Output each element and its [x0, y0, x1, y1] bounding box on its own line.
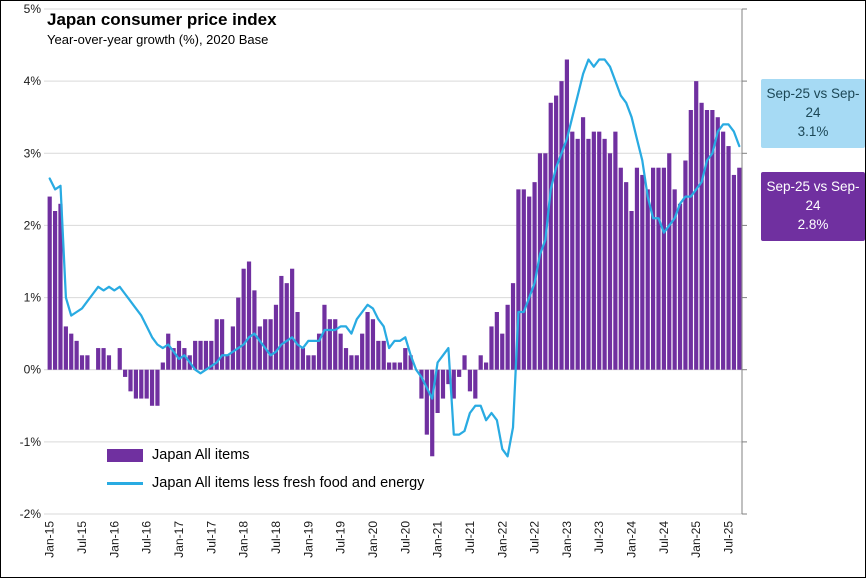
legend: Japan All items Japan All items less fre…: [107, 447, 424, 491]
svg-text:Jul-24: Jul-24: [657, 521, 671, 554]
annotation-all-items-value: 2.8%: [797, 216, 829, 232]
svg-text:Jul-22: Jul-22: [528, 521, 542, 554]
legend-label-all-items: Japan All items: [152, 447, 250, 463]
annotation-all-items-label: Sep-25 vs Sep-24: [766, 179, 860, 213]
svg-text:1%: 1%: [24, 291, 42, 305]
legend-item-core: Japan All items less fresh food and ener…: [107, 475, 424, 491]
chart-header: Japan consumer price index Year-over-yea…: [47, 10, 277, 47]
annotation-core-value: 3.1%: [797, 123, 829, 139]
svg-text:3%: 3%: [24, 146, 42, 160]
svg-text:Jul-17: Jul-17: [204, 521, 218, 554]
svg-text:Jan-21: Jan-21: [431, 521, 445, 558]
annotation-core-latest: Sep-25 vs Sep-24 3.1%: [761, 79, 865, 148]
svg-text:Jan-24: Jan-24: [625, 521, 639, 558]
bar-series-swatch: [107, 448, 143, 462]
svg-text:Jul-25: Jul-25: [722, 521, 736, 554]
annotation-core-label: Sep-25 vs Sep-24: [766, 86, 860, 120]
svg-text:Jan-22: Jan-22: [495, 521, 509, 558]
svg-text:Jul-18: Jul-18: [269, 521, 283, 554]
svg-text:Jan-19: Jan-19: [301, 521, 315, 558]
svg-text:Jul-16: Jul-16: [140, 521, 154, 554]
svg-text:Jul-21: Jul-21: [463, 521, 477, 554]
svg-text:Jan-17: Jan-17: [172, 521, 186, 558]
line-series-swatch: [107, 481, 143, 485]
svg-text:5%: 5%: [24, 2, 42, 16]
svg-text:Jan-15: Jan-15: [43, 521, 57, 558]
svg-text:Jan-25: Jan-25: [689, 521, 703, 558]
annotation-all-items-latest: Sep-25 vs Sep-24 2.8%: [761, 172, 865, 241]
svg-text:Jan-20: Jan-20: [366, 521, 380, 558]
svg-text:Jul-15: Jul-15: [75, 521, 89, 554]
svg-text:Jul-19: Jul-19: [334, 521, 348, 554]
legend-item-all-items: Japan All items: [107, 447, 424, 463]
svg-text:Jul-23: Jul-23: [592, 521, 606, 554]
svg-text:Jan-18: Jan-18: [237, 521, 251, 558]
svg-text:Jul-20: Jul-20: [398, 521, 412, 554]
chart-title: Japan consumer price index: [47, 10, 277, 29]
chart-subtitle: Year-over-year growth (%), 2020 Base: [47, 32, 269, 48]
svg-text:0%: 0%: [24, 363, 42, 377]
svg-text:2%: 2%: [24, 218, 42, 232]
svg-text:Jan-16: Jan-16: [107, 521, 121, 558]
svg-text:-1%: -1%: [20, 435, 42, 449]
svg-text:-2%: -2%: [20, 507, 42, 521]
svg-text:Jan-23: Jan-23: [560, 521, 574, 558]
svg-text:4%: 4%: [24, 74, 42, 88]
legend-label-core: Japan All items less fresh food and ener…: [152, 475, 425, 491]
